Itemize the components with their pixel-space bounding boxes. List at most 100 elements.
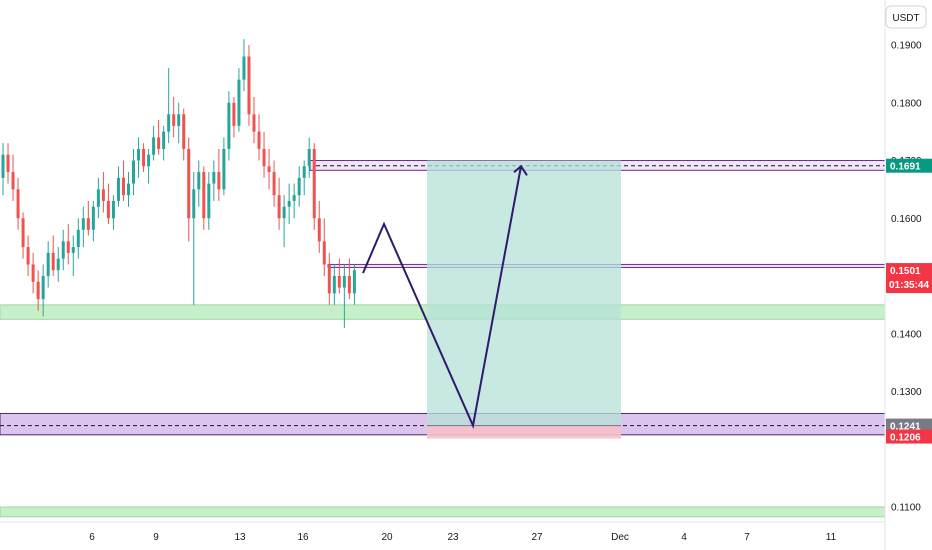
candle-body <box>51 252 55 271</box>
candle-body <box>257 131 261 149</box>
candle-body <box>352 270 356 294</box>
currency-button[interactable]: USDT <box>885 5 927 29</box>
candle-body <box>242 56 246 80</box>
candle-body <box>262 148 266 167</box>
candle-body <box>297 177 301 196</box>
candle-body <box>342 276 346 288</box>
x-tick-label: 4 <box>681 532 687 543</box>
candle-body <box>157 137 161 149</box>
candle-body <box>21 218 25 248</box>
time-axis[interactable]: 6 9 13 16 20 23 27 Dec 4 7 11 <box>0 521 885 543</box>
support-zone <box>0 506 886 518</box>
candle-body <box>227 102 231 149</box>
y-tick-label: 0.1600 <box>891 214 922 225</box>
candle-body <box>187 148 191 219</box>
x-tick-label: 23 <box>447 532 459 543</box>
x-tick-label: 7 <box>744 532 750 543</box>
candle-body <box>347 276 351 294</box>
candle-body <box>317 218 321 242</box>
price-tag-label: 0.1501 <box>890 266 921 277</box>
candle-body <box>41 276 45 300</box>
y-tick-label: 0.1900 <box>891 41 922 52</box>
x-tick-label: 20 <box>381 532 393 543</box>
candle-body <box>237 79 241 126</box>
candle-body <box>1 154 5 178</box>
candle-body <box>46 252 50 276</box>
candle-body <box>11 172 15 190</box>
candle-body <box>26 247 30 265</box>
countdown-label: 01:35:44 <box>889 280 929 291</box>
x-tick-label: 27 <box>531 532 543 543</box>
price-tag <box>886 158 932 173</box>
x-tick-label: 9 <box>153 532 159 543</box>
candle-body <box>322 241 326 265</box>
candle-body <box>202 172 206 219</box>
candle-body <box>207 183 211 219</box>
candle-body <box>272 172 276 196</box>
arrow-head-icon <box>513 164 528 176</box>
y-tick-label: 0.1800 <box>891 98 922 109</box>
price-tag-label: 0.1691 <box>890 162 921 173</box>
candle-body <box>197 172 201 190</box>
candle-body <box>177 114 181 126</box>
candle-body <box>121 177 125 196</box>
candle-body <box>111 200 115 219</box>
candle-body <box>222 148 226 190</box>
candle-body <box>337 276 341 288</box>
candle-body <box>327 264 331 294</box>
price-tag-label: 0.1206 <box>890 433 921 444</box>
candle-body <box>71 247 75 253</box>
candle-body <box>116 177 120 201</box>
price-tag-label: 0.1241 <box>890 422 921 433</box>
candle-body <box>31 264 35 282</box>
candle-body <box>232 102 236 126</box>
candle-body <box>61 241 65 259</box>
candle-body <box>81 218 85 230</box>
target-area <box>427 160 621 426</box>
candle-body <box>16 189 20 219</box>
projection-path[interactable] <box>362 164 528 429</box>
candles <box>1 39 356 328</box>
candle-body <box>267 166 271 173</box>
candle-body <box>127 183 130 196</box>
candle-body <box>172 114 176 126</box>
long-position-tool[interactable] <box>427 160 621 439</box>
candle-body <box>142 148 146 167</box>
candle-body <box>86 218 90 230</box>
price-tag <box>886 263 932 294</box>
projection-polyline <box>362 166 522 429</box>
candle-body <box>6 154 10 173</box>
x-tick-label: 6 <box>89 532 95 543</box>
candle-body <box>212 172 216 184</box>
candle-body <box>332 276 336 294</box>
candle-body <box>91 206 95 230</box>
candle-body <box>162 131 166 149</box>
price-tag <box>886 429 932 444</box>
stop-area <box>427 425 621 439</box>
y-tick-label: 0.1300 <box>891 387 922 398</box>
x-tick-label: 13 <box>234 532 246 543</box>
candle-body <box>247 56 251 115</box>
candle-body <box>292 195 296 201</box>
currency-label: USDT <box>892 13 919 24</box>
x-tick-label: Dec <box>611 532 629 543</box>
x-tick-label: 16 <box>297 532 309 543</box>
candle-body <box>66 241 70 253</box>
candle-body <box>101 189 105 201</box>
price-tag <box>886 418 932 433</box>
candle-body <box>167 114 171 132</box>
candle-body <box>307 148 311 167</box>
candle-body <box>277 195 281 219</box>
candle-body <box>96 189 100 207</box>
candle-body <box>302 166 306 178</box>
y-tick-label: 0.1100 <box>891 503 921 514</box>
candle-body <box>152 137 156 155</box>
candle-body <box>287 200 291 207</box>
candle-body <box>312 148 316 219</box>
candle-body <box>282 206 286 219</box>
x-tick-label: 11 <box>826 532 837 543</box>
candle-body <box>36 281 40 300</box>
